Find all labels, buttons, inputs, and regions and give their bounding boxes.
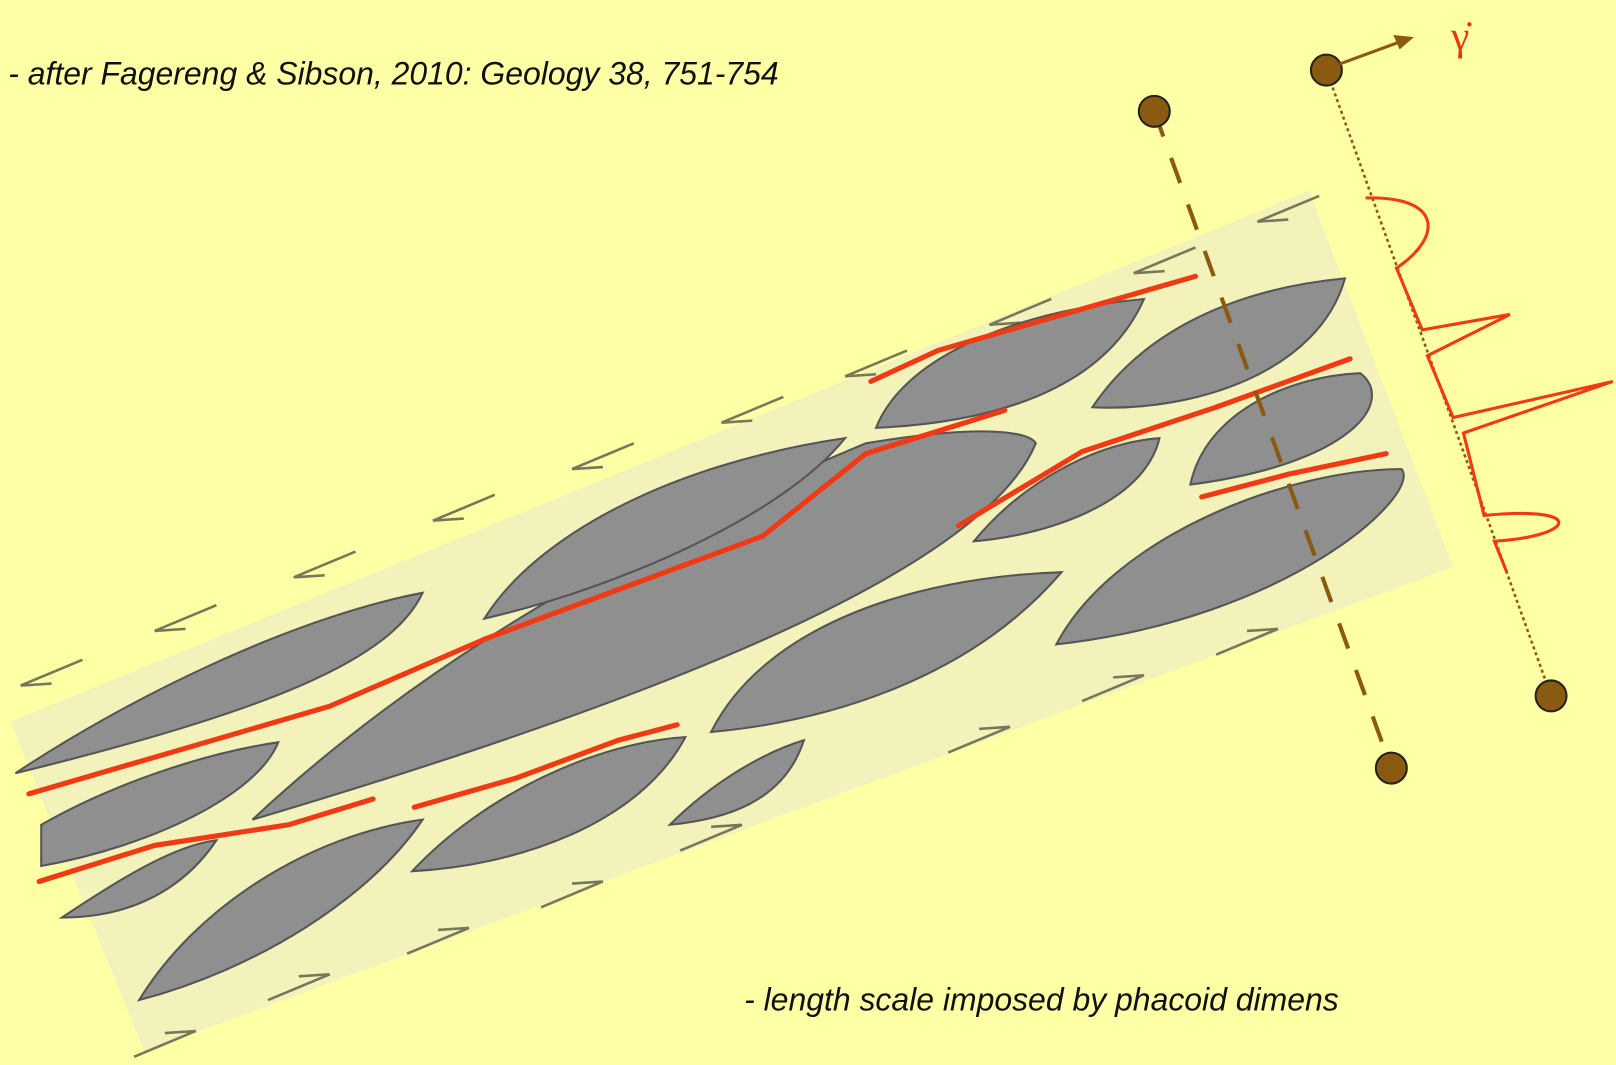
reference: - after Fagereng & Sibson, 2010: Geology…: [8, 56, 778, 92]
marker-end: [1139, 96, 1170, 127]
marker-end: [1376, 753, 1407, 784]
axis-end: [1311, 55, 1342, 86]
axis-end: [1536, 680, 1567, 711]
caption: - length scale imposed by phacoid dimens: [744, 981, 1339, 1017]
strain-rate-symbol: γ̇: [1450, 12, 1472, 58]
diagram: - after Fagereng & Sibson, 2010: Geology…: [0, 0, 1616, 1065]
